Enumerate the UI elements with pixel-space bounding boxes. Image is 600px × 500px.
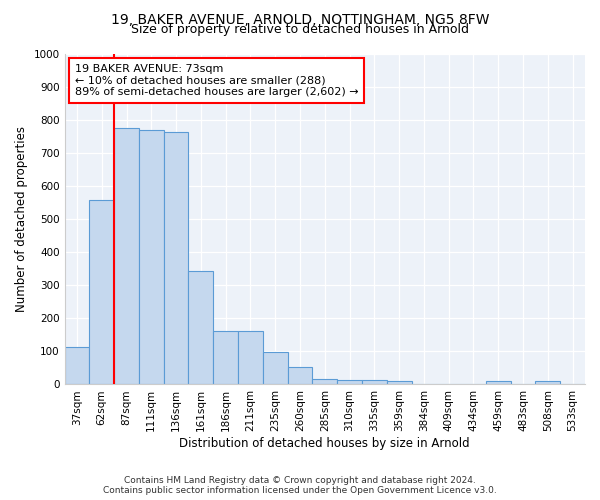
Bar — [263, 352, 287, 384]
Bar — [337, 380, 362, 384]
Text: Size of property relative to detached houses in Arnold: Size of property relative to detached ho… — [131, 22, 469, 36]
Bar — [213, 330, 238, 384]
Text: Contains HM Land Registry data © Crown copyright and database right 2024.
Contai: Contains HM Land Registry data © Crown c… — [103, 476, 497, 495]
Bar — [139, 130, 164, 384]
Bar — [486, 381, 511, 384]
Bar — [535, 381, 560, 384]
Bar — [362, 380, 387, 384]
Bar — [238, 330, 263, 384]
Bar — [114, 128, 139, 384]
X-axis label: Distribution of detached houses by size in Arnold: Distribution of detached houses by size … — [179, 437, 470, 450]
Bar — [287, 368, 313, 384]
Bar — [65, 348, 89, 385]
Bar — [188, 271, 213, 384]
Bar — [89, 200, 114, 384]
Text: 19, BAKER AVENUE, ARNOLD, NOTTINGHAM, NG5 8FW: 19, BAKER AVENUE, ARNOLD, NOTTINGHAM, NG… — [111, 12, 489, 26]
Y-axis label: Number of detached properties: Number of detached properties — [15, 126, 28, 312]
Bar — [164, 132, 188, 384]
Bar — [313, 378, 337, 384]
Bar — [387, 381, 412, 384]
Text: 19 BAKER AVENUE: 73sqm
← 10% of detached houses are smaller (288)
89% of semi-de: 19 BAKER AVENUE: 73sqm ← 10% of detached… — [75, 64, 359, 97]
